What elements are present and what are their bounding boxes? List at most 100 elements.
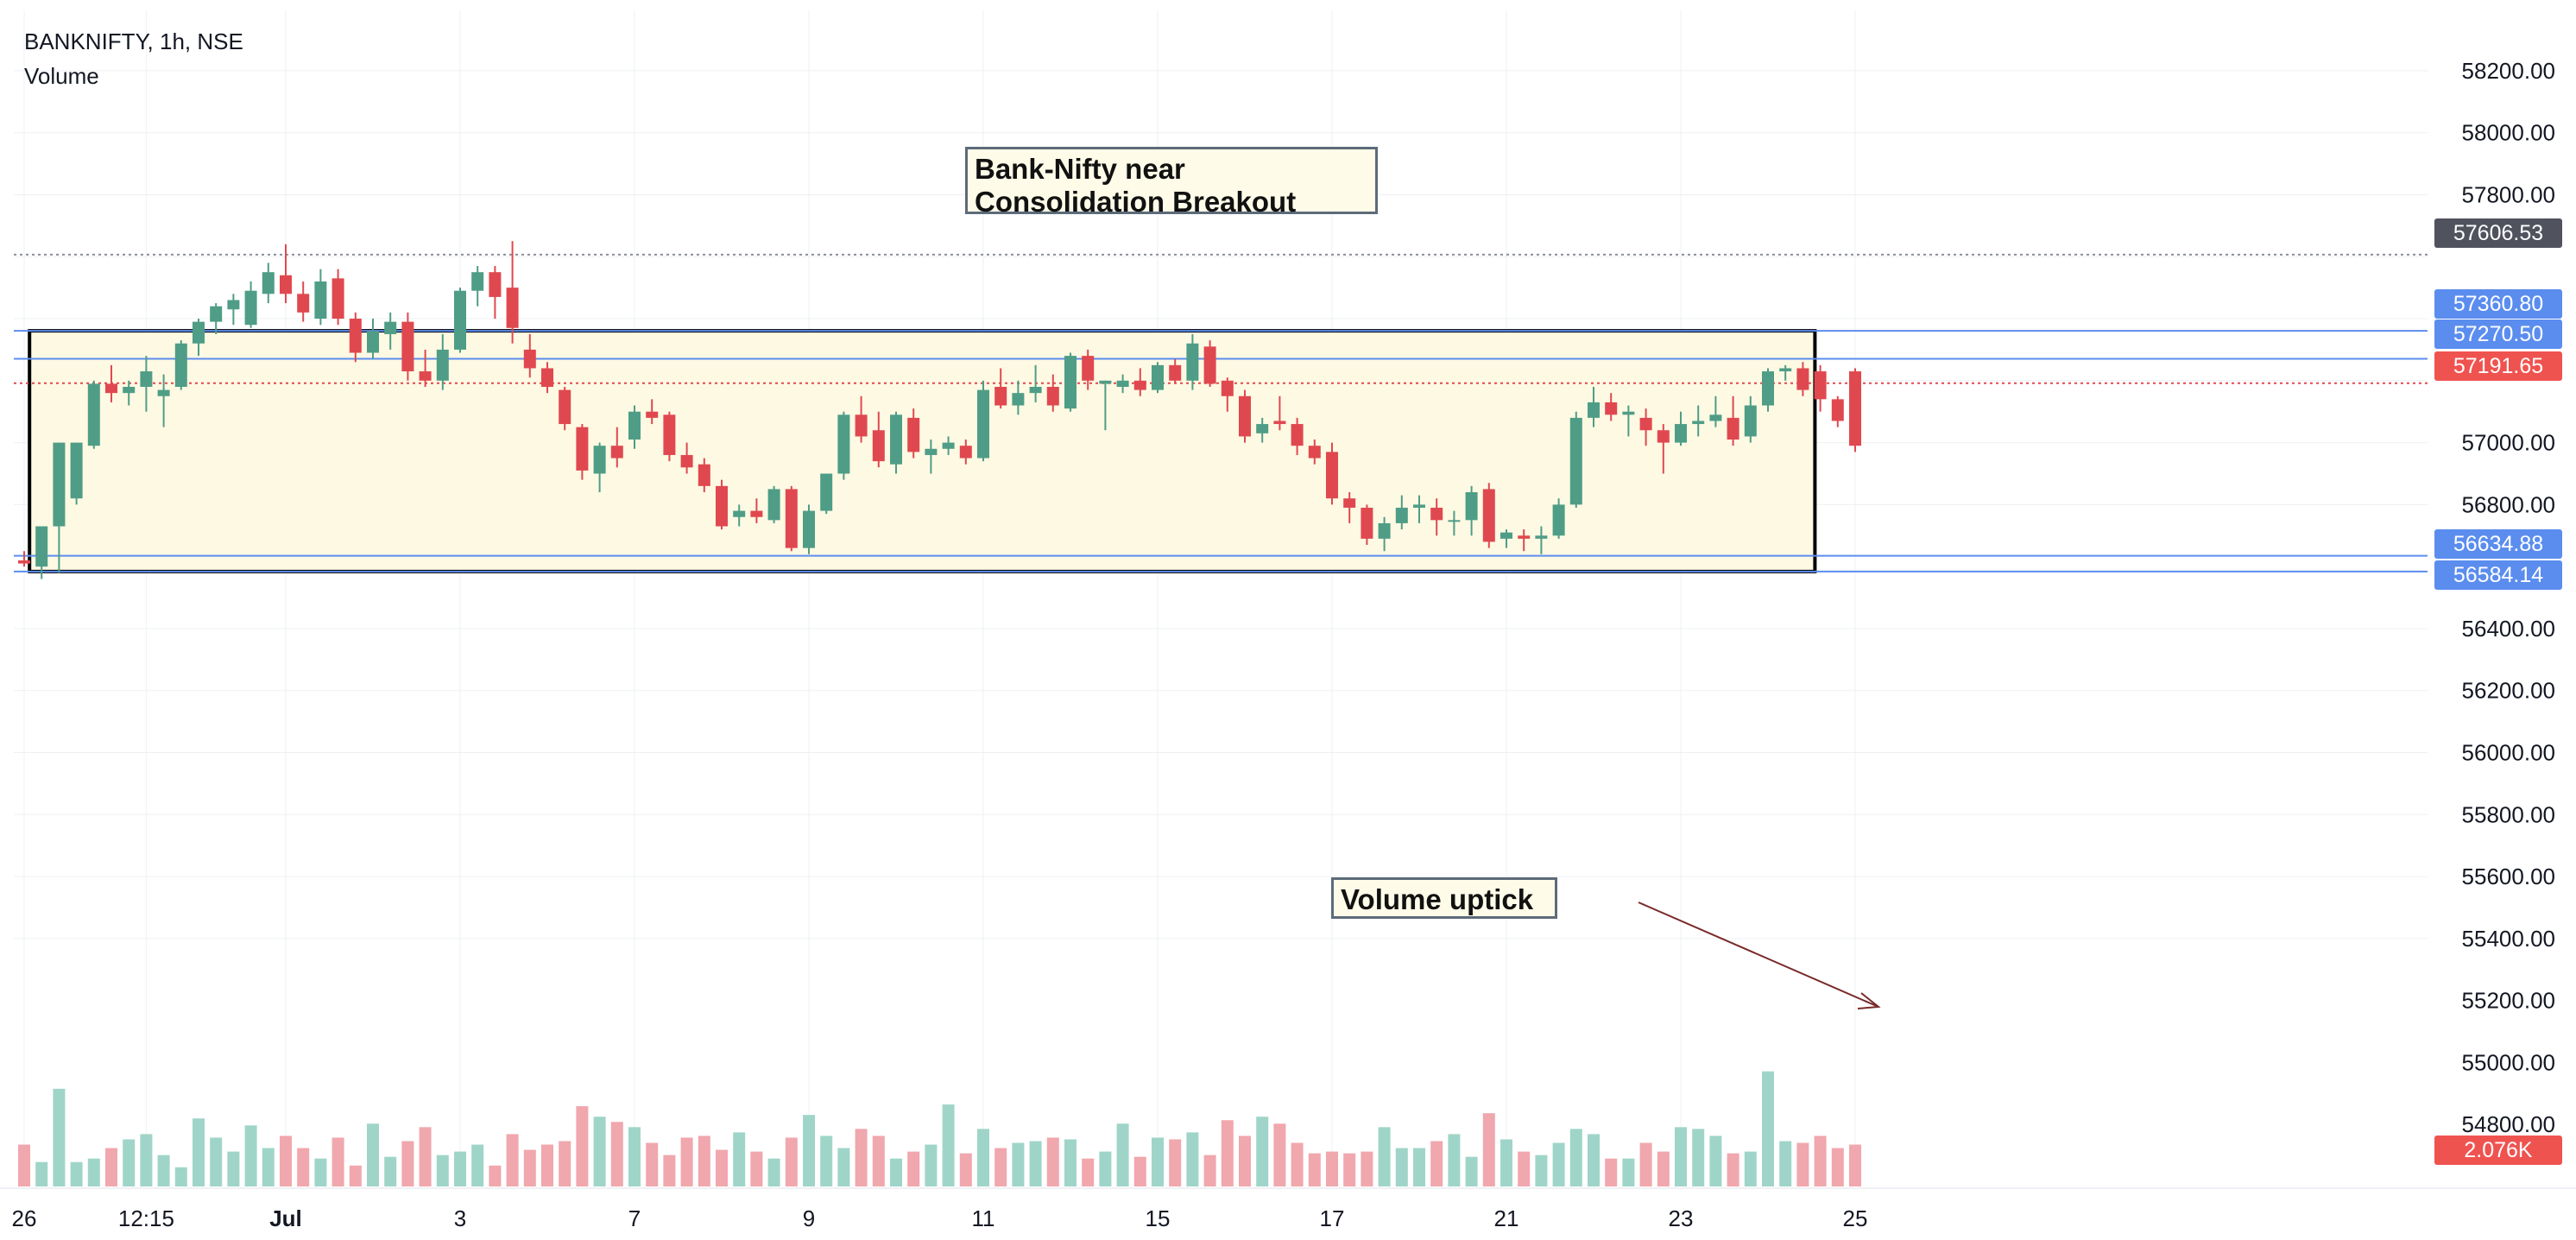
- y-tick-label: 56800.00: [2462, 491, 2555, 517]
- volume-bar: [401, 1141, 414, 1186]
- candle-body: [1657, 430, 1670, 443]
- candle-body: [367, 331, 379, 353]
- time-axis[interactable]: 26 12:15 Jul 3 7 9 11 15 17 21 23 25: [0, 1187, 2576, 1231]
- volume-bar: [1308, 1153, 1321, 1186]
- candle-body: [157, 389, 170, 396]
- volume-bar: [750, 1151, 763, 1186]
- volume-bar: [1378, 1127, 1391, 1186]
- y-tick-label: 55400.00: [2462, 926, 2555, 952]
- candle-body: [193, 321, 205, 344]
- candle-body: [576, 427, 589, 471]
- volume-bar: [1361, 1151, 1373, 1186]
- candle-body: [820, 473, 833, 511]
- candle-body: [1082, 356, 1095, 381]
- volume-bar: [1203, 1155, 1216, 1186]
- candle-body: [384, 321, 397, 334]
- price-axis[interactable]: 55600.00 55800.00 56000.00 56200.00 56400.00…: [2462, 58, 2555, 1137]
- y-tick-label: 55000.00: [2462, 1049, 2555, 1075]
- volume-bar: [87, 1158, 100, 1186]
- candle-body: [506, 288, 519, 328]
- y-tick-label: 58200.00: [2462, 58, 2555, 84]
- symbol-title[interactable]: BANKNIFTY, 1h, NSE: [24, 28, 243, 54]
- price-tag: 57270.50: [2434, 319, 2562, 349]
- volume-bar: [1221, 1120, 1234, 1186]
- volume-bar: [1291, 1142, 1304, 1186]
- candle-body: [471, 272, 484, 291]
- y-tick-label: 55200.00: [2462, 988, 2555, 1014]
- volume-bar: [541, 1144, 553, 1186]
- volume-bar: [1430, 1141, 1443, 1186]
- candle-body: [1012, 393, 1025, 406]
- volume-bar: [1482, 1113, 1495, 1186]
- candle-body: [733, 510, 746, 517]
- price-tag: 56584.14: [2434, 560, 2562, 590]
- volume-bar: [1082, 1158, 1095, 1186]
- volume-bar: [419, 1127, 432, 1186]
- volume-series: [18, 1071, 1861, 1186]
- candle-body: [1709, 414, 1722, 421]
- candle-body: [174, 343, 187, 387]
- candle-body: [401, 321, 414, 372]
- volume-indicator-label[interactable]: Volume: [24, 63, 99, 89]
- price-tag: 57360.80: [2434, 289, 2562, 319]
- volume-bar: [210, 1137, 223, 1186]
- x-tick-label: 7: [628, 1205, 641, 1231]
- candle-body: [1692, 421, 1705, 425]
- candle-body: [1535, 535, 1548, 539]
- x-tick-label: 26: [12, 1205, 37, 1231]
- candle-body: [1849, 371, 1861, 446]
- candle-body: [1588, 402, 1600, 418]
- x-tick-label: 3: [454, 1205, 466, 1231]
- volume-bar: [1239, 1136, 1251, 1186]
- candle-body: [942, 442, 955, 449]
- volume-bar: [123, 1139, 136, 1186]
- grid: [14, 10, 2428, 1186]
- volume-bar: [1762, 1071, 1774, 1186]
- volume-bar: [942, 1104, 955, 1186]
- candle-body: [123, 386, 136, 394]
- candle-body: [750, 510, 763, 517]
- y-tick-label: 56400.00: [2462, 616, 2555, 642]
- candle-body: [1814, 371, 1827, 400]
- price-tag: 57606.53: [2434, 218, 2562, 248]
- candle-body: [1518, 535, 1531, 539]
- candle-body: [907, 417, 920, 452]
- candle-body: [1639, 417, 1652, 431]
- volume-bar: [1465, 1156, 1478, 1186]
- y-tick-label: 57000.00: [2462, 430, 2555, 456]
- candle-body: [1622, 411, 1635, 415]
- volume-bar: [140, 1134, 153, 1186]
- volume-bar: [1657, 1151, 1670, 1186]
- volume-bar: [1849, 1144, 1861, 1186]
- volume-bar: [174, 1167, 187, 1186]
- volume-annotation[interactable]: Volume uptick: [1331, 877, 1557, 919]
- candle-body: [593, 446, 606, 474]
- candle-body: [227, 300, 240, 310]
- volume-bar: [1535, 1155, 1548, 1186]
- candle-body: [610, 446, 623, 459]
- candle-body: [1326, 452, 1338, 499]
- candle-body: [1744, 405, 1757, 437]
- volume-bar: [680, 1137, 693, 1186]
- candle-body: [1465, 492, 1478, 521]
- candle-body: [1552, 504, 1565, 536]
- volume-bar: [1326, 1151, 1338, 1186]
- candle-body: [70, 442, 83, 499]
- candle-body: [53, 442, 66, 527]
- volume-bar: [1500, 1139, 1512, 1186]
- candle-body: [1605, 402, 1618, 415]
- volume-bar: [227, 1151, 240, 1186]
- breakout-annotation[interactable]: Bank-Nifty near Consolidation Breakout: [965, 147, 1378, 218]
- candle-body: [977, 389, 989, 459]
- candle-body: [262, 272, 275, 294]
- volume-bar: [1029, 1141, 1042, 1186]
- volume-bar: [559, 1141, 571, 1186]
- candle-body: [454, 290, 466, 350]
- volume-bar: [576, 1106, 589, 1186]
- candle-body: [1779, 368, 1792, 372]
- y-tick-label: 55600.00: [2462, 864, 2555, 889]
- x-tick-label: 21: [1494, 1205, 1519, 1231]
- range-rect: [28, 329, 1817, 573]
- candle-body: [1482, 489, 1495, 542]
- volume-bar: [1395, 1148, 1408, 1186]
